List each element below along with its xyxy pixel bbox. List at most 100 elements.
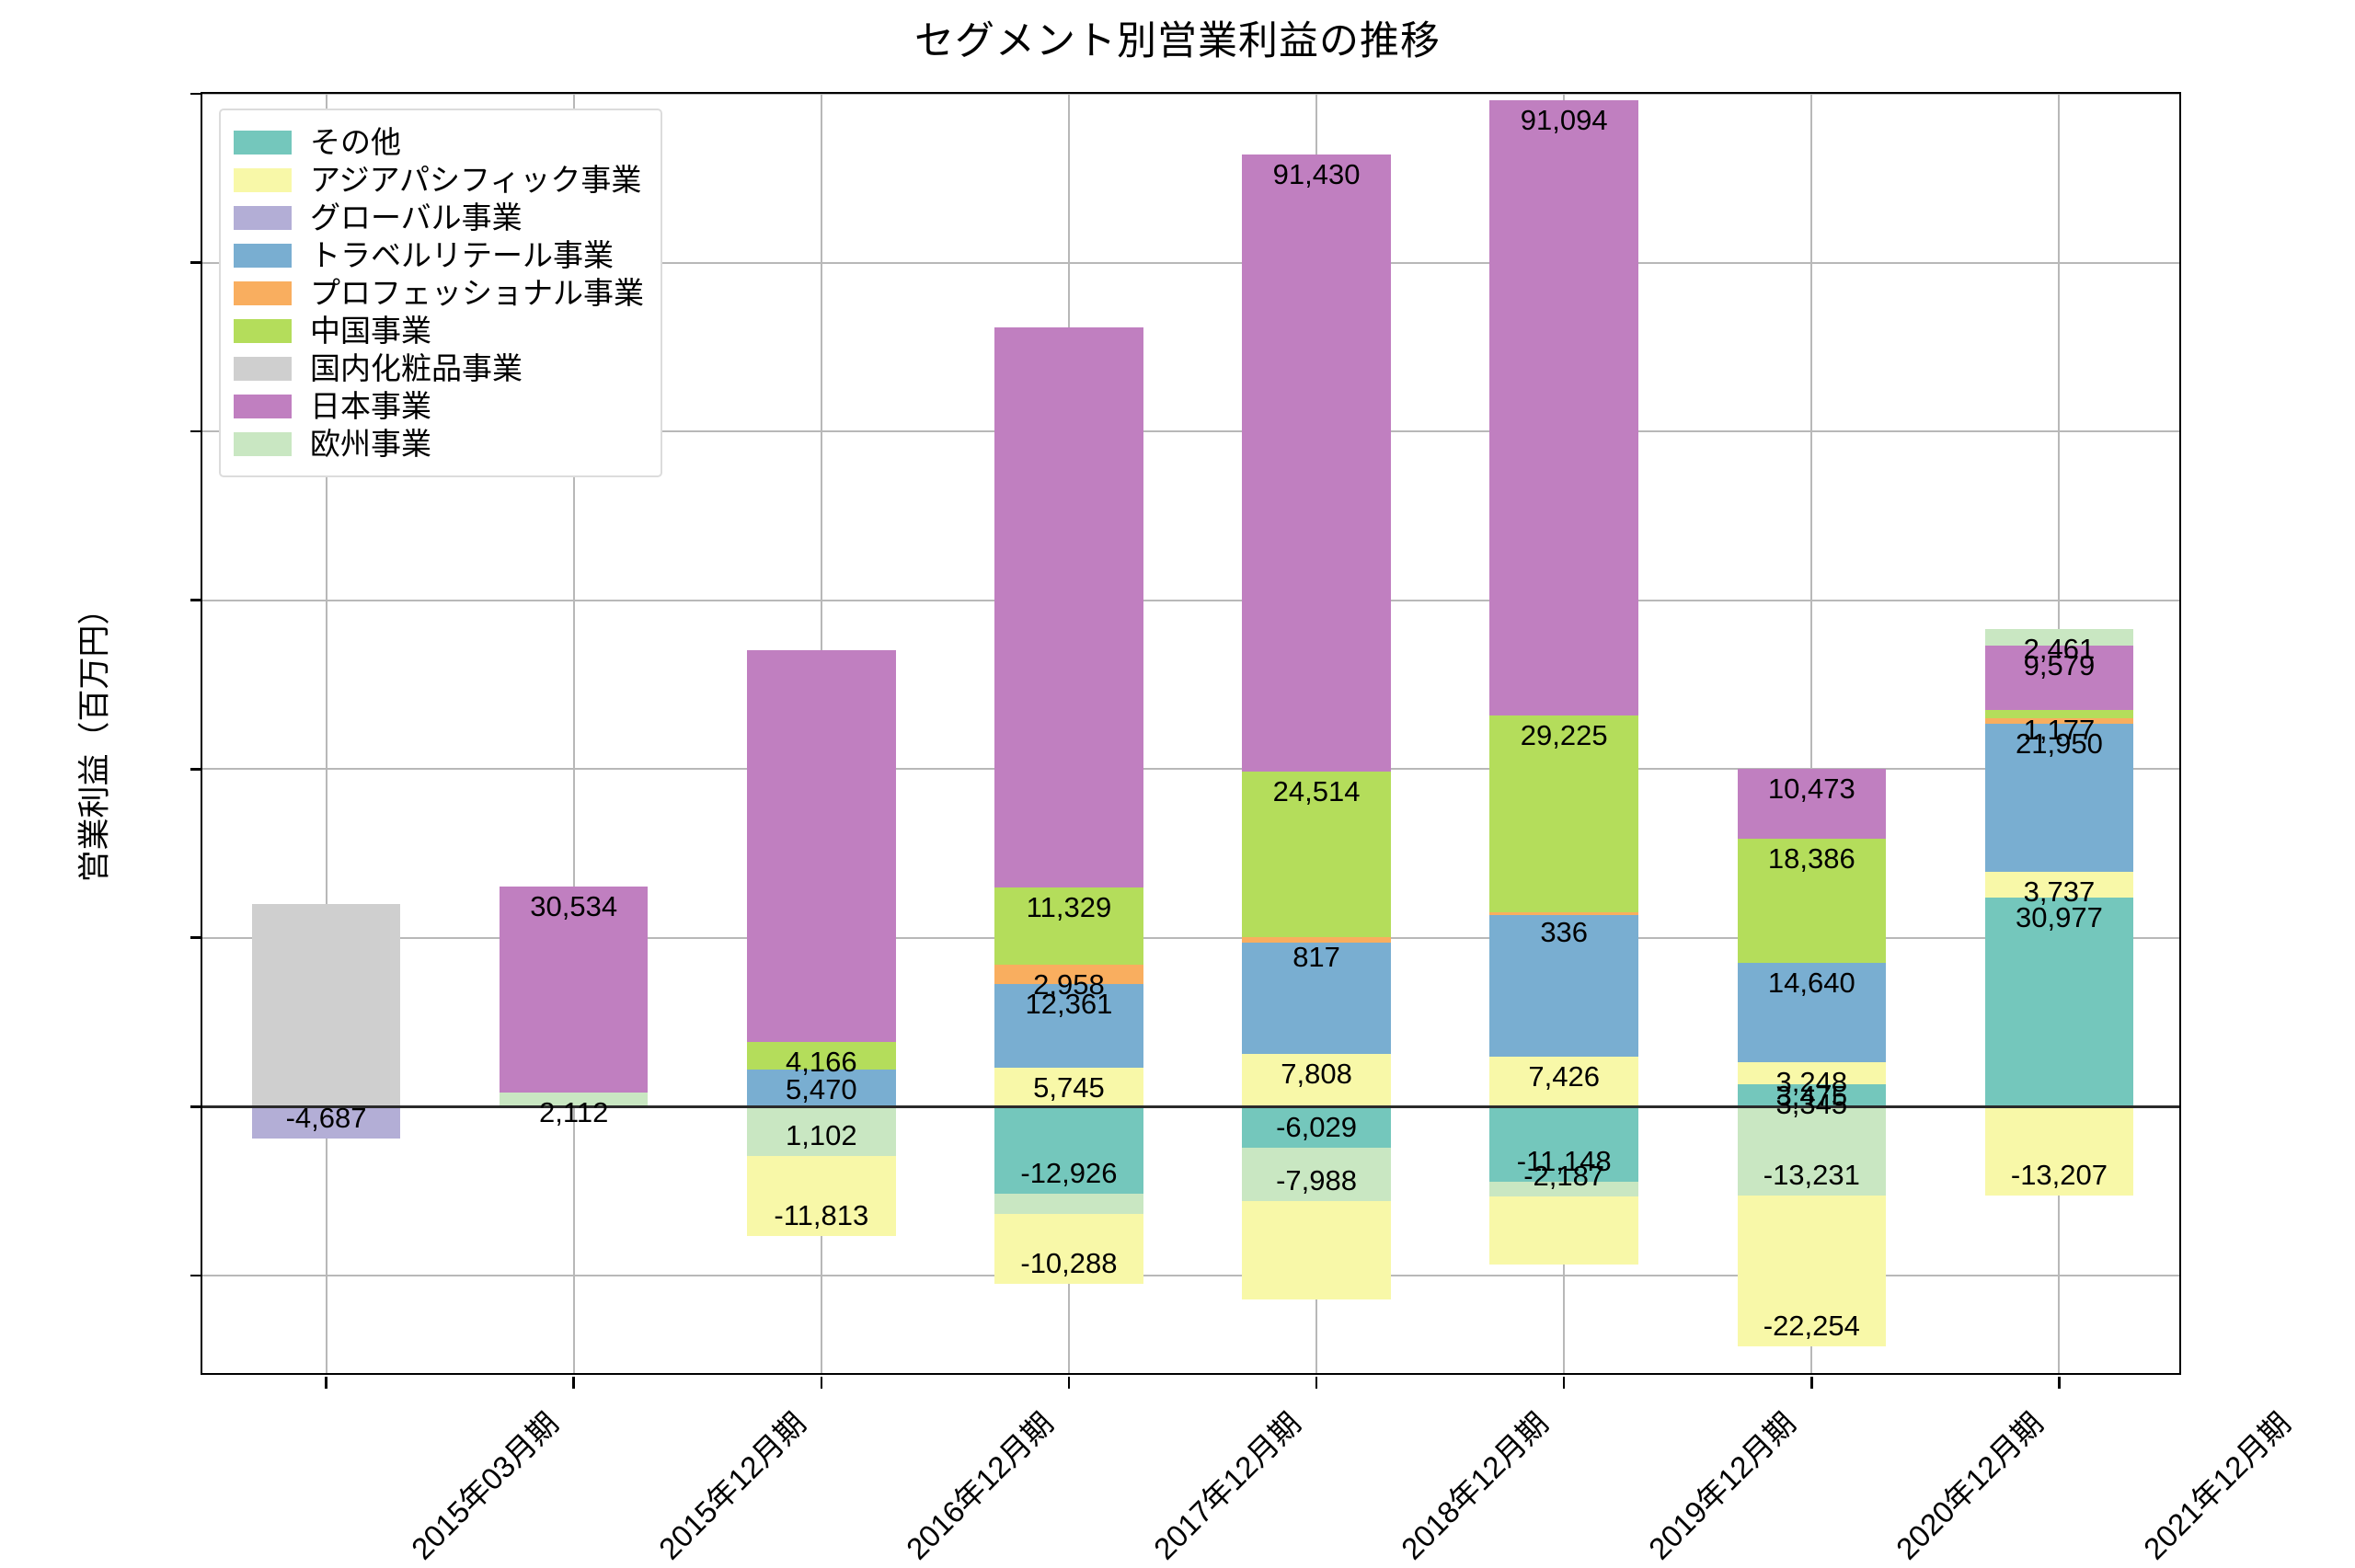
- bar-segment[interactable]: [1489, 715, 1638, 913]
- bar-value-label: 24,514: [1272, 774, 1361, 807]
- bar-segment[interactable]: [747, 1106, 896, 1156]
- bar-segment[interactable]: [994, 327, 1143, 888]
- bar-segment[interactable]: [1737, 1106, 1887, 1196]
- bar-segment[interactable]: [1737, 1061, 1887, 1084]
- bar-segment[interactable]: [1242, 1201, 1391, 1299]
- y-axis-title: 営業利益（百万円）: [76, 592, 113, 883]
- bar-segment[interactable]: [1242, 936, 1391, 943]
- bar-segment[interactable]: [1737, 1083, 1887, 1107]
- bar-value-label: 1,102: [786, 1118, 857, 1151]
- bar-segment[interactable]: [1242, 942, 1391, 1054]
- bar-segment[interactable]: [1489, 99, 1638, 715]
- bar-segment[interactable]: [1984, 628, 2134, 646]
- x-axis-tick-mark: [1810, 1377, 1813, 1389]
- y-axis-tick-mark: [190, 936, 202, 940]
- bar-value-label: 3,475: [1775, 1080, 1848, 1113]
- bar-value-label: 10,473: [1767, 772, 1855, 805]
- bar-value-label: 5,745: [1033, 1071, 1105, 1104]
- x-axis-tick-label: 2019年12月期: [1642, 1405, 1803, 1566]
- bar-segment[interactable]: [747, 1070, 896, 1107]
- bar-value-label: 18,386: [1767, 842, 1855, 876]
- bar-segment[interactable]: [1242, 771, 1391, 937]
- bar-value-label: 1,177: [2023, 714, 2096, 747]
- legend-swatch-icon: [234, 280, 292, 305]
- x-axis-tick-mark: [1315, 1377, 1318, 1389]
- bar-segment[interactable]: [747, 1155, 896, 1236]
- bar-value-label: 5,470: [786, 1073, 857, 1106]
- bar-segment[interactable]: [747, 1041, 896, 1070]
- bar-segment[interactable]: [251, 1106, 401, 1139]
- bar-value-label: 30,534: [530, 889, 618, 922]
- bar-segment[interactable]: [1489, 1106, 1638, 1183]
- legend-item[interactable]: グローバル事業: [234, 199, 644, 236]
- legend-swatch-icon: [234, 318, 292, 343]
- bar-segment[interactable]: [1737, 839, 1887, 964]
- legend-item[interactable]: トラベルリテール事業: [234, 236, 644, 274]
- bar-value-label: 14,640: [1767, 967, 1855, 1000]
- bar-segment[interactable]: [994, 964, 1143, 985]
- legend-item[interactable]: アジアパシフィック事業: [234, 161, 644, 199]
- legend-swatch-icon: [234, 243, 292, 268]
- bar-segment[interactable]: [499, 1092, 649, 1107]
- legend-item[interactable]: 中国事業: [234, 312, 644, 349]
- legend-item[interactable]: プロフェッショナル事業: [234, 274, 644, 312]
- bar-segment[interactable]: [994, 1194, 1143, 1215]
- bar-value-label: 91,430: [1272, 157, 1361, 190]
- legend-item[interactable]: 欧州事業: [234, 425, 644, 463]
- bar-segment[interactable]: [1984, 717, 2134, 725]
- legend-item[interactable]: 日本事業: [234, 387, 644, 425]
- bar-segment[interactable]: [1489, 1196, 1638, 1265]
- bar-value-label: 29,225: [1520, 718, 1608, 751]
- bar-value-label: 3,737: [2023, 876, 2096, 909]
- gridline-vertical: [1810, 94, 1813, 1373]
- zero-line: [202, 1104, 2179, 1108]
- bar-segment[interactable]: [1737, 1196, 1887, 1346]
- bar-segment[interactable]: [1984, 710, 2134, 718]
- bar-segment[interactable]: [1489, 912, 1638, 915]
- bar-segment[interactable]: [1489, 914, 1638, 1057]
- bar-segment[interactable]: [499, 886, 649, 1093]
- bar-segment[interactable]: [1984, 645, 2134, 711]
- bar-segment[interactable]: [1489, 1182, 1638, 1197]
- bar-segment[interactable]: [1242, 154, 1391, 772]
- bar-segment[interactable]: [1984, 724, 2134, 873]
- legend-item[interactable]: その他: [234, 123, 644, 161]
- bar-segment[interactable]: [1242, 1106, 1391, 1148]
- bar-segment[interactable]: [1242, 1053, 1391, 1107]
- plot-inner: -4,687 2,112 30,534 5,470 4,166 1,102 -11,813 5…: [202, 94, 2179, 1373]
- bar-value-label: -13,231: [1763, 1159, 1860, 1192]
- x-axis-tick-mark: [325, 1377, 327, 1389]
- bar-segment[interactable]: [1737, 768, 1887, 840]
- bar-value-label: -2,187: [1523, 1160, 1605, 1193]
- bar-value-label: 3,248: [1775, 1065, 1848, 1098]
- bar-segment[interactable]: [994, 1214, 1143, 1284]
- bar-segment[interactable]: [994, 984, 1143, 1069]
- bar-value-label: 2,461: [2023, 632, 2096, 665]
- bar-segment[interactable]: [1984, 872, 2134, 898]
- legend-swatch-icon: [234, 431, 292, 456]
- bar-segment[interactable]: [1984, 1106, 2134, 1196]
- bar-segment[interactable]: [994, 1106, 1143, 1195]
- bar-value-label: 91,094: [1520, 103, 1608, 136]
- bar-value-label: 21,950: [2016, 727, 2103, 761]
- x-axis-tick-label: 2020年12月期: [1890, 1405, 2051, 1566]
- legend-swatch-icon: [234, 130, 292, 155]
- y-axis-tick-mark: [190, 767, 202, 771]
- gridline-horizontal: [202, 430, 2179, 433]
- bar-segment[interactable]: [994, 1068, 1143, 1107]
- bar-segment[interactable]: [251, 904, 401, 1107]
- bar-value-label: -4,687: [285, 1101, 367, 1134]
- gridline-horizontal: [202, 768, 2179, 771]
- bar-segment[interactable]: [1737, 963, 1887, 1062]
- bar-segment[interactable]: [1242, 1147, 1391, 1202]
- bar-value-label: 3,345: [1775, 1087, 1848, 1120]
- bar-segment[interactable]: [747, 649, 896, 1042]
- x-axis-tick-label: 2018年12月期: [1394, 1405, 1556, 1566]
- legend-item-label: 日本事業: [310, 389, 431, 423]
- legend-item[interactable]: 国内化粧品事業: [234, 349, 644, 387]
- bar-segment[interactable]: [1489, 1056, 1638, 1107]
- bar-segment[interactable]: [994, 887, 1143, 965]
- bar-segment[interactable]: [1984, 897, 2134, 1107]
- legend-swatch-icon: [234, 394, 292, 418]
